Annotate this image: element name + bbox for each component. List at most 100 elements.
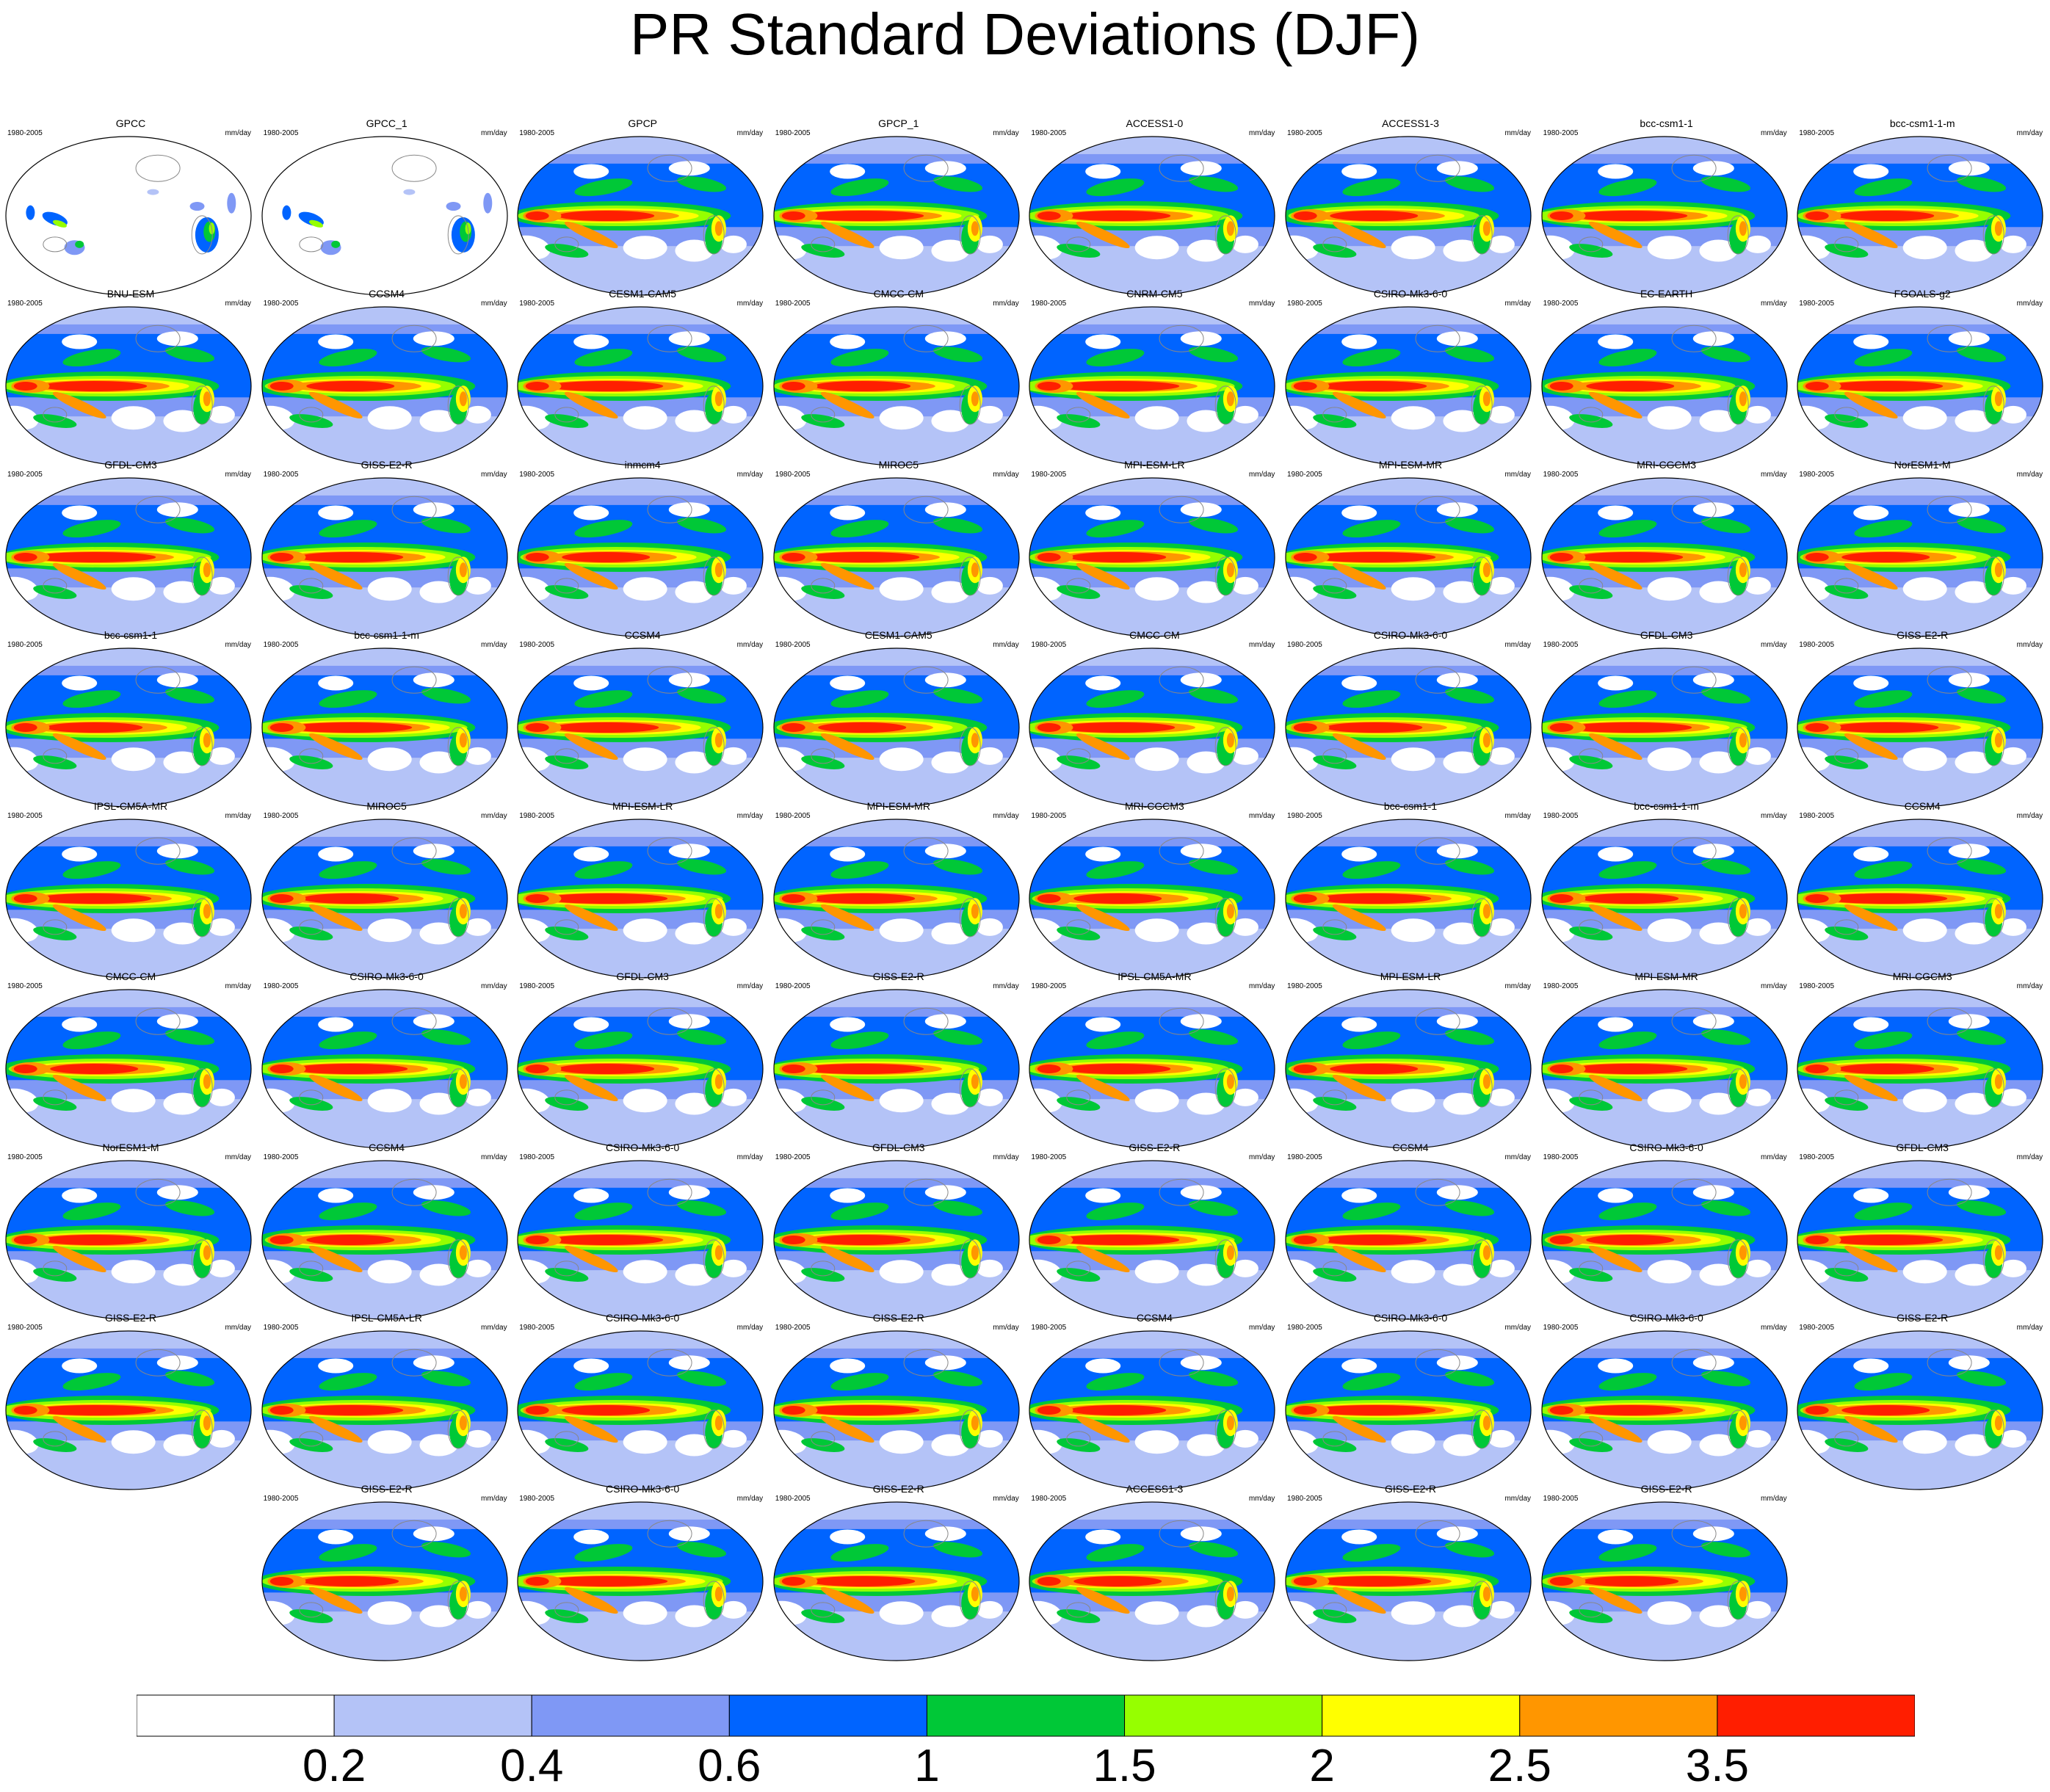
precip-map bbox=[5, 989, 252, 1149]
precip-map bbox=[1029, 1160, 1275, 1320]
precip-map bbox=[1797, 819, 2043, 979]
colorbar bbox=[137, 1694, 1915, 1737]
panel-title: CSIRO-Mk3-6-0 bbox=[1373, 629, 1448, 641]
panel-title: CSIRO-Mk3-6-0 bbox=[349, 971, 424, 982]
panel-title: CCSM4 bbox=[1392, 1142, 1429, 1153]
map-panel: GFDL-CM3 1980-2005 mm/day bbox=[4, 459, 257, 637]
panel-years: 1980-2005 bbox=[1799, 300, 1835, 308]
panel-years: 1980-2005 bbox=[1543, 129, 1579, 137]
precip-map bbox=[1540, 989, 1788, 1149]
map-panel: IPSL-CM5A-MR 1980-2005 mm/day bbox=[4, 800, 257, 979]
colorbar-label: 0.6 bbox=[698, 1741, 761, 1791]
panel-units: mm/day bbox=[1761, 1324, 1787, 1332]
precip-map bbox=[517, 1330, 764, 1490]
precip-map bbox=[1285, 306, 1532, 466]
colorbar-swatch bbox=[1717, 1694, 1915, 1737]
panel-years: 1980-2005 bbox=[519, 471, 555, 479]
map-panel: MRI-CGCM3 1980-2005 mm/day bbox=[1028, 800, 1281, 979]
precip-map bbox=[1285, 819, 1532, 979]
panel-years: 1980-2005 bbox=[775, 129, 811, 137]
panel-title: CCSM4 bbox=[1904, 800, 1941, 812]
panel-units: mm/day bbox=[736, 129, 764, 137]
precip-map bbox=[1029, 647, 1275, 808]
map-panel: bcc-csm1-1-m 1980-2005 mm/day bbox=[1540, 800, 1793, 979]
panel-title: CMCC-CM bbox=[873, 288, 924, 300]
panel-years: 1980-2005 bbox=[775, 1495, 811, 1503]
panel-years: 1980-2005 bbox=[1287, 300, 1322, 308]
panel-units: mm/day bbox=[1248, 1324, 1275, 1332]
map-panel: BNU-ESM 1980-2005 mm/day bbox=[4, 288, 257, 466]
precip-map bbox=[1797, 136, 2043, 296]
colorbar-swatch bbox=[1519, 1694, 1718, 1737]
map-panel: CESM1-CAM5 1980-2005 mm/day bbox=[772, 629, 1025, 808]
map-panel: CCSM4 1980-2005 mm/day bbox=[261, 1142, 513, 1320]
panel-units: mm/day bbox=[481, 982, 507, 990]
precip-map bbox=[1285, 989, 1532, 1149]
panel-years: 1980-2005 bbox=[1287, 1324, 1322, 1332]
panel-units: mm/day bbox=[481, 1153, 507, 1161]
map-panel: GISS-E2-R 1980-2005 mm/day bbox=[261, 1483, 513, 1661]
panel-units: mm/day bbox=[2016, 982, 2043, 990]
panel-years: 1980-2005 bbox=[1543, 300, 1579, 308]
panel-units: mm/day bbox=[225, 812, 251, 820]
precip-map bbox=[773, 136, 1020, 296]
panel-title: MPI-ESM-MR bbox=[866, 800, 930, 812]
panel-units: mm/day bbox=[993, 982, 1019, 990]
panel-title: MRI-CGCM3 bbox=[1124, 800, 1184, 812]
map-panel: CSIRO-Mk3-6-0 1980-2005 mm/day bbox=[1284, 1312, 1537, 1490]
precip-map bbox=[261, 819, 508, 979]
precip-map bbox=[773, 989, 1020, 1149]
panel-years: 1980-2005 bbox=[775, 812, 811, 820]
panel-units: mm/day bbox=[1761, 471, 1787, 479]
panel-years: 1980-2005 bbox=[1799, 982, 1835, 990]
figure-title: PR Standard Deviations (DJF) bbox=[630, 1, 1420, 67]
panel-units: mm/day bbox=[481, 471, 507, 479]
panel-title: CESM1-CAM5 bbox=[609, 288, 677, 300]
precip-map bbox=[1797, 1330, 2043, 1490]
precip-map bbox=[1285, 1330, 1532, 1490]
map-panel: GISS-E2-R 1980-2005 mm/day bbox=[772, 971, 1025, 1149]
panel-title: CCSM4 bbox=[369, 288, 405, 300]
panel-years: 1980-2005 bbox=[1031, 1324, 1067, 1332]
precip-map bbox=[261, 1501, 508, 1661]
panel-title: bcc-csm1-1-m bbox=[1889, 117, 1955, 129]
precip-map bbox=[1540, 477, 1788, 637]
panel-years: 1980-2005 bbox=[263, 300, 299, 308]
panel-years: 1980-2005 bbox=[1287, 982, 1322, 990]
panel-title: CCSM4 bbox=[369, 1142, 405, 1153]
precip-map bbox=[5, 819, 252, 979]
panel-title: CSIRO-Mk3-6-0 bbox=[1373, 1312, 1448, 1324]
precip-map bbox=[5, 136, 252, 296]
precip-map bbox=[1540, 1501, 1788, 1661]
colorbar-swatch bbox=[137, 1694, 335, 1737]
panel-title: EC-EARTH bbox=[1640, 288, 1693, 300]
map-panel: MPI-ESM-LR 1980-2005 mm/day bbox=[516, 800, 769, 979]
map-panel: CMCC-CM 1980-2005 mm/day bbox=[772, 288, 1025, 466]
panel-units: mm/day bbox=[993, 1495, 1019, 1503]
panel-units: mm/day bbox=[1761, 812, 1787, 820]
panel-title: GFDL-CM3 bbox=[1896, 1142, 1949, 1153]
map-panel: CCSM4 1980-2005 mm/day bbox=[516, 629, 769, 808]
precip-map bbox=[1540, 819, 1788, 979]
panel-years: 1980-2005 bbox=[7, 982, 43, 990]
precip-map bbox=[5, 1160, 252, 1320]
map-panel: MPI-ESM-LR 1980-2005 mm/day bbox=[1284, 971, 1537, 1149]
precip-map bbox=[517, 1160, 764, 1320]
map-panel: bcc-csm1-1 1980-2005 mm/day bbox=[1284, 800, 1537, 979]
panel-years: 1980-2005 bbox=[1031, 1495, 1067, 1503]
panel-title: NorESM1-M bbox=[1894, 459, 1951, 471]
panel-units: mm/day bbox=[481, 641, 507, 649]
map-panel: MRI-CGCM3 1980-2005 mm/day bbox=[1796, 971, 2049, 1149]
panel-title: GISS-E2-R bbox=[1897, 1312, 1949, 1324]
panel-years: 1980-2005 bbox=[519, 641, 555, 649]
panel-units: mm/day bbox=[2016, 129, 2043, 137]
precip-map bbox=[261, 989, 508, 1149]
panel-units: mm/day bbox=[1504, 641, 1531, 649]
panel-title: FGOALS-g2 bbox=[1894, 288, 1951, 300]
panel-title: CSIRO-Mk3-6-0 bbox=[1629, 1312, 1703, 1324]
panel-title: CCSM4 bbox=[624, 629, 661, 641]
panel-title: MIROC5 bbox=[366, 800, 407, 812]
panel-units: mm/day bbox=[1761, 129, 1787, 137]
panel-years: 1980-2005 bbox=[263, 982, 299, 990]
panel-title: GISS-E2-R bbox=[1897, 629, 1949, 641]
